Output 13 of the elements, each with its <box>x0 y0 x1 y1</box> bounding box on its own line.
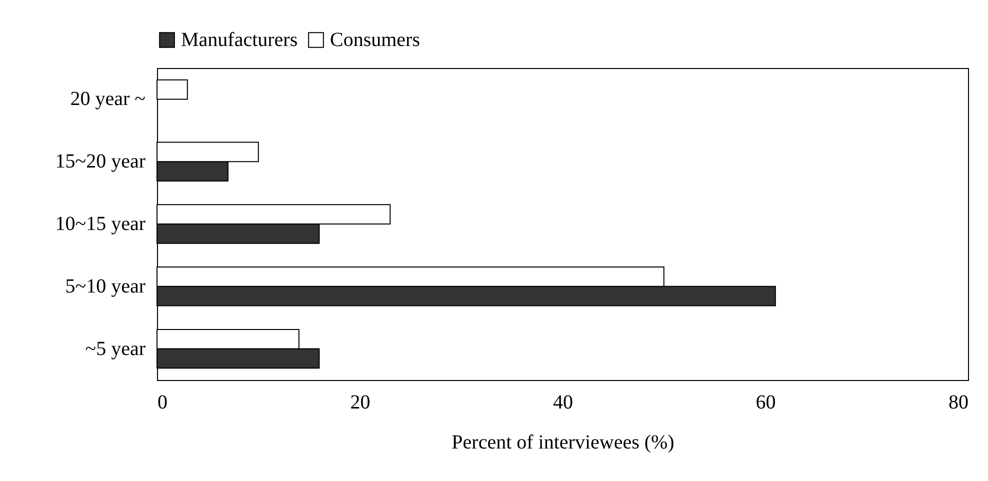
y-tick-label: 5~10 year <box>65 275 146 298</box>
y-tick-label: 15~20 year <box>55 150 146 173</box>
x-tick-label: 40 <box>553 392 573 414</box>
x-tick-label: 20 <box>350 392 370 414</box>
y-tick-label: 20 year ~ <box>70 88 146 110</box>
x-tick-label: 0 <box>158 392 168 414</box>
legend-label: Consumers <box>330 29 420 51</box>
x-axis-title: Percent of interviewees (%) <box>452 432 674 454</box>
y-tick-label: ~5 year <box>85 338 146 360</box>
x-tick-label: 80 <box>948 392 968 414</box>
y-tick-label: 10~15 year <box>55 213 146 235</box>
legend-label: Manufacturers <box>181 29 298 51</box>
x-tick-label: 60 <box>756 392 776 414</box>
